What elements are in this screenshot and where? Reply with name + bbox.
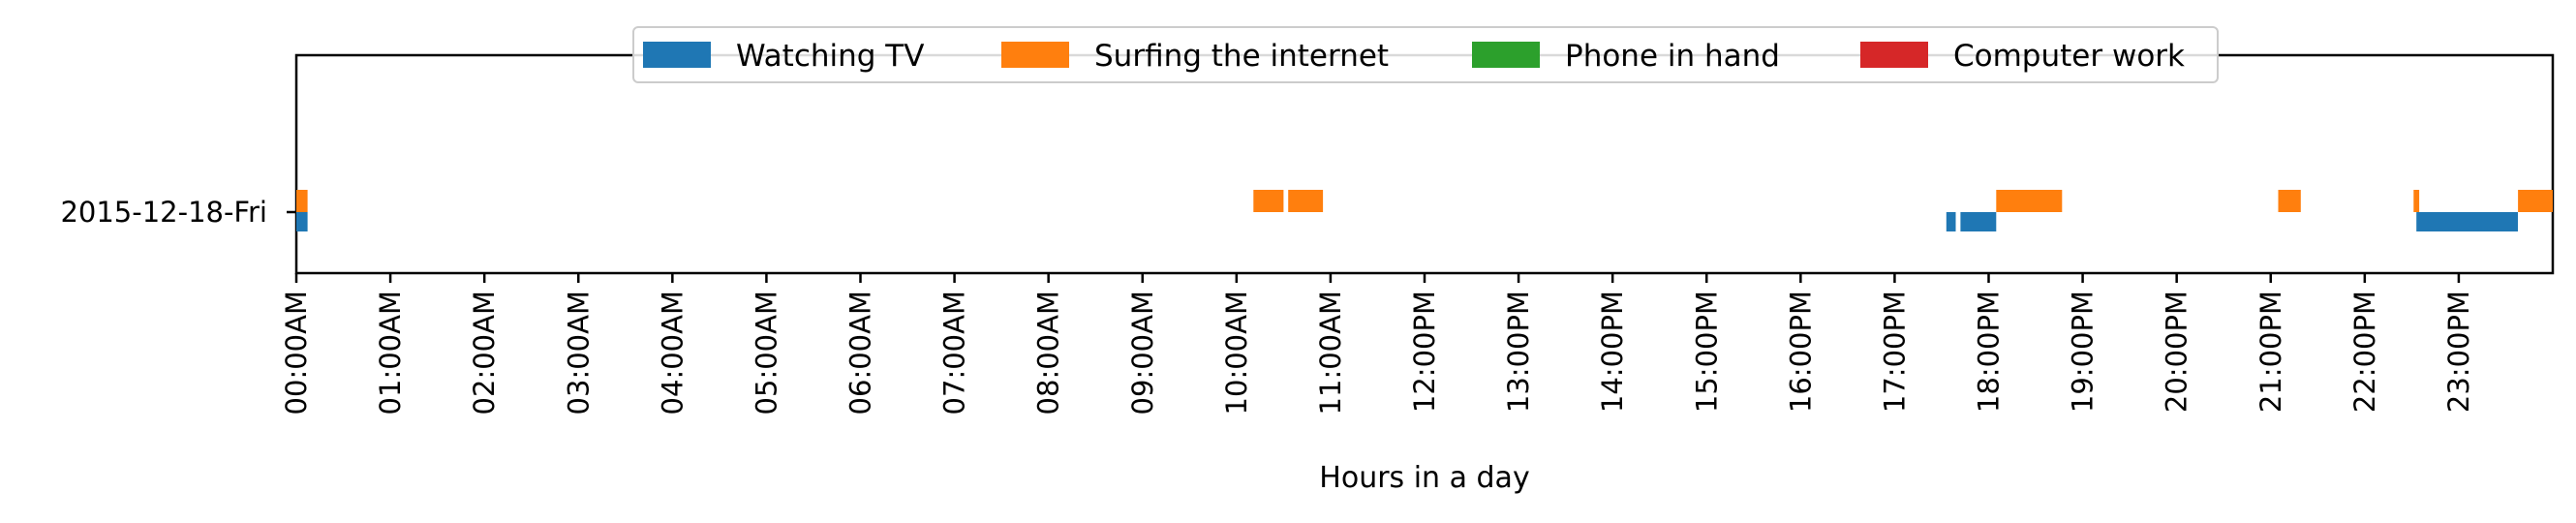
bar-surfing-the-internet-6	[2518, 190, 2553, 212]
x-tick-label: 17:00PM	[1878, 291, 1911, 413]
x-tick-label: 06:00AM	[844, 291, 877, 415]
bar-surfing-the-internet-4	[2278, 190, 2301, 212]
x-axis-title: Hours in a day	[1319, 461, 1529, 495]
bar-surfing-the-internet-1	[1253, 190, 1284, 212]
x-tick-label: 02:00AM	[468, 291, 501, 415]
x-tick-label: 11:00AM	[1314, 291, 1347, 415]
legend-label: Surfing the internet	[1094, 39, 1389, 74]
y-tick-label: 2015-12-18-Fri	[60, 196, 267, 229]
x-tick-label: 08:00AM	[1032, 291, 1065, 415]
x-tick-label: 16:00PM	[1784, 291, 1817, 413]
x-tick-label: 10:00AM	[1220, 291, 1253, 415]
x-tick-label: 01:00AM	[374, 291, 407, 415]
legend-swatch	[1001, 42, 1069, 68]
legend-swatch	[643, 42, 711, 68]
x-tick-label: 14:00PM	[1596, 291, 1629, 413]
x-axis-ticks: 00:00AM 01:00AM 02:00AM 03:00AM 04:00AM 05:00…	[280, 273, 2475, 415]
x-tick-label: 20:00PM	[2161, 291, 2193, 413]
x-tick-label: 23:00PM	[2442, 291, 2475, 413]
timeline-bars	[296, 190, 2553, 231]
x-tick-label: 09:00AM	[1126, 291, 1159, 415]
x-tick-label: 07:00AM	[938, 291, 971, 415]
bar-watching-tv-3	[2416, 212, 2518, 231]
y-axis-ticks: 2015-12-18-Fri	[60, 196, 296, 229]
x-tick-label: 18:00PM	[1973, 291, 2006, 413]
plot-frame	[294, 53, 2555, 275]
bar-watching-tv-0	[296, 212, 308, 231]
bar-watching-tv-2	[1960, 212, 1997, 231]
legend-swatch	[1472, 42, 1540, 68]
bar-surfing-the-internet-0	[296, 190, 308, 212]
x-tick-label: 22:00PM	[2348, 291, 2381, 413]
x-tick-label: 12:00PM	[1408, 291, 1441, 413]
legend: Watching TV Surfing the internet Phone in …	[632, 26, 2219, 83]
bar-surfing-the-internet-2	[1288, 190, 1324, 212]
x-tick-label: 04:00AM	[656, 291, 689, 415]
x-tick-label: 00:00AM	[280, 291, 313, 415]
bar-surfing-the-internet-3	[1996, 190, 2063, 212]
x-tick-label: 15:00PM	[1690, 291, 1723, 413]
x-tick-label: 05:00AM	[750, 291, 782, 415]
bar-surfing-the-internet-5	[2413, 190, 2420, 212]
x-tick-label: 13:00PM	[1502, 291, 1535, 413]
x-tick-label: 03:00AM	[562, 291, 595, 415]
bar-watching-tv-1	[1946, 212, 1956, 231]
x-tick-label: 19:00PM	[2067, 291, 2100, 413]
legend-label: Computer work	[1953, 39, 2185, 74]
legend-label: Watching TV	[736, 39, 924, 74]
x-tick-label: 21:00PM	[2254, 291, 2287, 413]
legend-box	[632, 26, 2219, 83]
legend-label: Phone in hand	[1565, 39, 1780, 74]
legend-swatch	[1860, 42, 1928, 68]
